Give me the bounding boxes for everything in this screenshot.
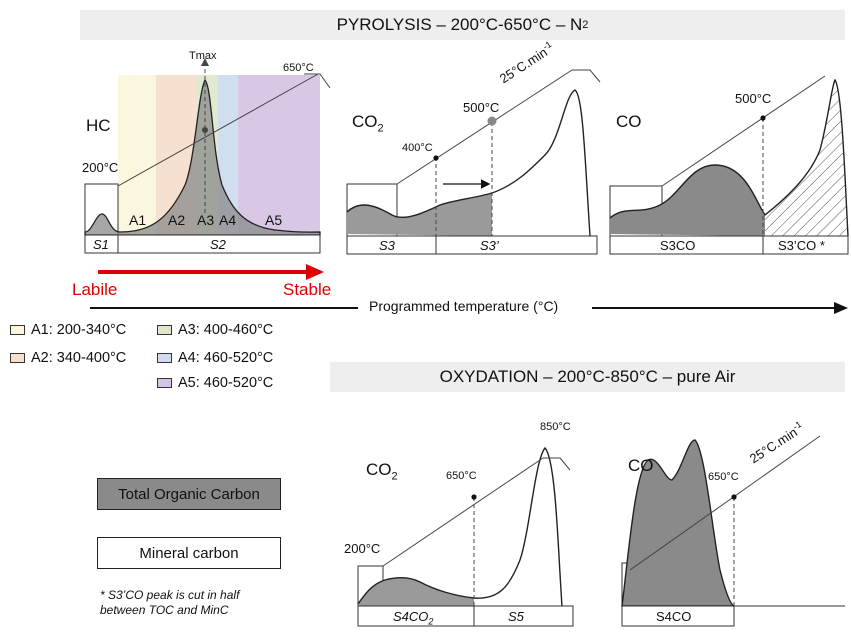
legend-a1-swatch: [10, 325, 25, 335]
labile-stable-arrowhead: [306, 264, 324, 280]
band-a1-label: A1: [129, 212, 147, 228]
co2-pyro-panel: [346, 69, 601, 255]
hc-ramp: [117, 73, 319, 187]
co2-oxy-curve: [357, 446, 563, 607]
pyrolysis-title-sub: 2: [582, 19, 589, 31]
segment-s1: S1: [93, 237, 109, 252]
co-oxy-label: CO: [628, 456, 654, 475]
band-a3-label: A3: [197, 212, 215, 228]
hc-label: HC: [86, 116, 111, 135]
pyrolysis-title: PYROLYSIS – 200°C-650°C – N: [336, 15, 583, 34]
co2-pyro-curve: [346, 89, 591, 237]
co-oxy-panel: [621, 435, 845, 627]
co-oxy-shaded: [621, 439, 735, 607]
segment-s3co-prime: S3’CO *: [778, 238, 825, 253]
co2-oxy-t1: 650°C: [446, 470, 477, 482]
segment-s3: S3: [379, 238, 395, 253]
hc-temp-end: 650°C: [283, 62, 314, 74]
hc-temp-start: 200°C: [82, 160, 119, 175]
co-pyro-shaded: [610, 165, 765, 236]
band-a5: [238, 75, 320, 235]
segment-s4co: S4CO: [656, 609, 692, 624]
segment-s4co2: S4CO2: [393, 609, 434, 627]
s3co-note: * S3’CO peak is cut in half between TOC …: [100, 588, 240, 617]
stable-label: Stable: [283, 280, 332, 299]
band-a4-label: A4: [219, 212, 237, 228]
co-pyro-label: CO: [616, 112, 642, 131]
hc-peak: [84, 78, 321, 236]
co-pyro-panel: [609, 75, 849, 255]
legend-a5: A5: 460-520°C: [157, 375, 273, 391]
oxydation-banner: OXYDATION – 200°C-850°C – pure Air: [330, 362, 845, 392]
co-pyro-hatched: [765, 80, 848, 236]
legend-a2: A2: 340-400°C: [10, 350, 126, 366]
co2-pyro-t1: 400°C: [402, 142, 433, 154]
co2-oxy-shaded: [358, 577, 474, 606]
co2-oxy-t2: 850°C: [540, 421, 571, 433]
band-a1: [118, 75, 156, 235]
hc-segment-bar: [84, 234, 321, 254]
labile-label: Labile: [72, 280, 118, 299]
legend-a4: A4: 460-520°C: [157, 350, 273, 366]
legend-a1: A1: 200-340°C: [10, 322, 126, 338]
toc-legend-box: Total Organic Carbon: [97, 478, 281, 510]
tmax-point: [202, 127, 208, 133]
band-a5-label: A5: [265, 212, 283, 228]
segment-s3co: S3CO: [660, 238, 696, 253]
minc-legend-box: Mineral carbon: [97, 537, 281, 569]
co2-oxy-panel: [357, 446, 574, 627]
legend-a5-swatch: [157, 378, 172, 388]
segment-s2: S2: [210, 237, 226, 252]
oxydation-title: OXYDATION – 200°C-850°C – pure Air: [439, 367, 736, 386]
co2-oxy-label: CO2: [366, 460, 398, 483]
co-pyro-curve: [609, 78, 849, 237]
co2-oxy-t0: 200°C: [344, 541, 381, 556]
hc-panel: [84, 58, 331, 254]
temperature-axis-arrowhead: [834, 302, 848, 314]
co-pyro-t1: 500°C: [735, 91, 772, 106]
legend-a3-swatch: [157, 325, 172, 335]
legend-a2-swatch: [10, 353, 25, 363]
segment-s3-prime: S3’: [480, 238, 499, 253]
legend-a4-swatch: [157, 353, 172, 363]
axis-label: Programmed temperature (°C): [365, 298, 563, 314]
co2-pyro-t2: 500°C: [463, 100, 500, 115]
tmax-label: Tmax: [189, 50, 217, 62]
segment-s5: S5: [508, 609, 524, 624]
tmax-arrowhead: [201, 58, 209, 66]
legend-a3: A3: 400-460°C: [157, 322, 273, 338]
hc-ramp-end: [304, 73, 331, 89]
co2-pyro-label: CO2: [352, 112, 384, 135]
band-a2-label: A2: [168, 212, 186, 228]
co-oxy-t1: 650°C: [708, 471, 739, 483]
